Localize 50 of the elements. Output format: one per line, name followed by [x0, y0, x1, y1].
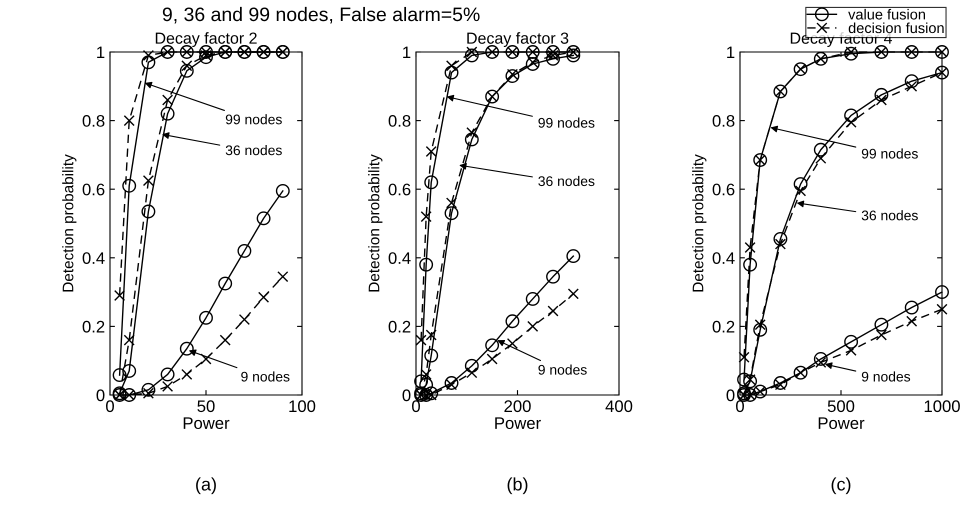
y-tick-label: 0.6: [82, 184, 104, 196]
text: (c): [832, 477, 850, 494]
annotation: 99 nodes: [538, 118, 594, 128]
y-tick-label: 0.2: [712, 320, 734, 333]
annotation: 36 nodes: [226, 144, 282, 156]
annotation: 9 nodes: [862, 371, 910, 382]
y-axis-title: Detection probability: [368, 154, 382, 292]
y-tick-label: 0.8: [82, 115, 104, 127]
annotation: 9 nodes: [538, 364, 587, 375]
x-axis-title: Power: [495, 417, 541, 430]
y-axis-title: Detection probability: [692, 154, 706, 292]
x-tick-label: 400: [605, 400, 632, 412]
y-tick-label: 0.8: [388, 115, 410, 127]
y-tick-label: 1: [97, 46, 104, 58]
annotation: 36 nodes: [538, 176, 594, 186]
y-tick-label: 0.4: [388, 252, 411, 264]
y-tick-label: 0.8: [712, 115, 734, 127]
y-tick-label: 0: [402, 389, 410, 402]
text: (b): [508, 477, 528, 494]
y-tick-label: 0.2: [82, 320, 104, 333]
y-tick-label: 0.6: [388, 184, 410, 196]
annotation: 99 nodes: [226, 114, 282, 124]
y-tick-label: 0.4: [82, 252, 105, 264]
annotation: 99 nodes: [862, 148, 918, 159]
annotation: 36 nodes: [862, 210, 918, 220]
annotation: 9 nodes: [241, 371, 290, 382]
x-tick-label: 0: [412, 400, 420, 412]
y-tick-label: 0: [726, 389, 734, 402]
y-axis-title: Detection probability: [62, 154, 76, 292]
chart-subtitle: 9, 36 and 99 nodes, False alarm=5%: [162, 6, 480, 24]
y-tick-label: 0.2: [388, 320, 410, 333]
chart-title: Decay factor 2: [156, 32, 257, 47]
legend-label: value fusion: [848, 8, 925, 20]
x-tick-label: 500: [828, 400, 854, 412]
x-tick-label: 0: [106, 400, 114, 412]
chart-title: Decay factor 3: [467, 32, 568, 47]
x-axis-title: Power: [818, 417, 864, 430]
x-axis-title: Power: [184, 417, 230, 430]
y-tick-label: 1: [727, 46, 734, 58]
y-tick-label: 0: [96, 389, 104, 402]
x-tick-label: 1000: [924, 400, 960, 412]
y-tick-label: 0.4: [712, 252, 735, 264]
x-tick-label: 200: [504, 400, 531, 412]
x-tick-label: 0: [736, 400, 744, 412]
y-tick-label: 1: [403, 46, 410, 58]
x-tick-label: 100: [289, 400, 316, 412]
text: (a): [196, 477, 216, 494]
x-tick-label: 50: [197, 400, 215, 412]
y-tick-label: 0.6: [712, 184, 734, 196]
legend-label: decision fusion: [848, 22, 944, 34]
